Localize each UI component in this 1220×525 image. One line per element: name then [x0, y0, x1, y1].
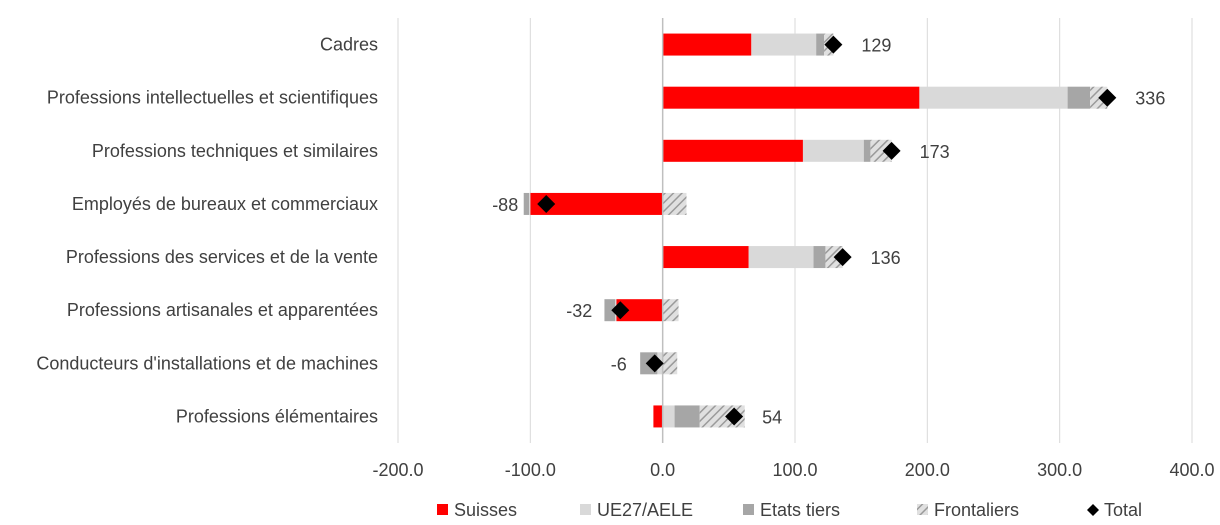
- total-markers: [537, 35, 1117, 426]
- total-marker: [882, 141, 901, 160]
- bar-segment-suisses: [530, 192, 663, 215]
- bar-segment-suisses: [662, 86, 920, 109]
- x-tick-label: 200.0: [905, 460, 950, 480]
- x-tick-label: -100.0: [505, 460, 556, 480]
- bar-segment-suisses: [662, 246, 749, 269]
- category-label: Professions intellectuelles et scientifi…: [47, 88, 378, 108]
- gridlines: [397, 18, 1193, 443]
- total-data-label: 336: [1135, 89, 1165, 109]
- total-data-label: -88: [492, 195, 518, 215]
- x-tick-label: 300.0: [1037, 460, 1082, 480]
- category-label: Conducteurs d'installations et de machin…: [36, 353, 378, 373]
- total-data-label: 173: [920, 142, 950, 162]
- total-data-label: 129: [861, 36, 891, 56]
- legend-label-frontaliers: Frontaliers: [934, 500, 1019, 520]
- total-data-label: -32: [566, 301, 592, 321]
- category-label: Professions artisanales et apparentées: [67, 300, 378, 320]
- x-tick-label: 0.0: [650, 460, 675, 480]
- bar-segment-frontaliers: [662, 299, 679, 322]
- total-data-label: 136: [871, 248, 901, 268]
- legend-label-etats-tiers: Etats tiers: [760, 500, 840, 520]
- bar-segment-frontaliers: [870, 139, 892, 162]
- bar-segment-suisses: [616, 299, 663, 322]
- bar-segment-ue27-aele: [802, 139, 864, 162]
- bar-segment-etats-tiers: [604, 299, 616, 322]
- total-marker: [645, 354, 664, 373]
- total-data-label: 54: [762, 407, 782, 427]
- labels: -200.0 -100.0 0.0 100.0 200.0 300.0 400.0 Cadre…: [36, 35, 1214, 480]
- bar-segment-ue27-aele: [751, 33, 817, 56]
- category-label: Cadres: [320, 35, 378, 55]
- category-label: Professions techniques et similaires: [92, 141, 378, 161]
- bar-segment-etats-tiers: [863, 139, 871, 162]
- x-tick-label: 400.0: [1169, 460, 1214, 480]
- bar-segment-ue27-aele: [662, 405, 675, 428]
- x-tick-label: 100.0: [772, 460, 817, 480]
- category-label: Employés de bureaux et commerciaux: [72, 194, 378, 214]
- total-marker: [824, 35, 843, 54]
- legend-label-ue27-aele: UE27/AELE: [597, 500, 693, 520]
- bar-segment-frontaliers: [662, 352, 678, 375]
- total-marker: [611, 301, 630, 320]
- bars: [523, 33, 1108, 428]
- legend: Suisses UE27/AELE Etats tiers Frontaliers To…: [437, 500, 1142, 520]
- bar-segment-ue27-aele: [748, 246, 814, 269]
- bar-segment-etats-tiers: [1067, 86, 1091, 109]
- legend-swatch-total: [1087, 504, 1099, 516]
- bar-segment-etats-tiers: [523, 192, 530, 215]
- bar-segment-ue27-aele: [529, 192, 531, 215]
- total-marker: [725, 407, 744, 426]
- bar-segment-suisses: [662, 139, 803, 162]
- legend-swatch-frontaliers: [917, 504, 928, 515]
- legend-swatch-suisses: [437, 504, 448, 515]
- bar-segment-etats-tiers: [816, 33, 825, 56]
- bar-segment-etats-tiers: [813, 246, 826, 269]
- legend-swatch-etats-tiers: [743, 504, 754, 515]
- legend-label-suisses: Suisses: [454, 500, 517, 520]
- bar-segment-ue27-aele: [919, 86, 1068, 109]
- total-marker: [1098, 88, 1117, 107]
- legend-swatch-ue27-aele: [580, 504, 591, 515]
- x-tick-label: -200.0: [372, 460, 423, 480]
- legend-label-total: Total: [1104, 500, 1142, 520]
- bar-segment-suisses: [662, 33, 752, 56]
- category-label: Professions élémentaires: [176, 406, 378, 426]
- bar-segment-etats-tiers: [674, 405, 700, 428]
- total-marker: [833, 248, 852, 267]
- total-marker: [537, 194, 556, 213]
- category-label: Professions des services et de la vente: [66, 247, 378, 267]
- bar-segment-frontaliers: [662, 192, 687, 215]
- bar-segment-suisses: [653, 405, 663, 428]
- total-data-label: -6: [611, 354, 627, 374]
